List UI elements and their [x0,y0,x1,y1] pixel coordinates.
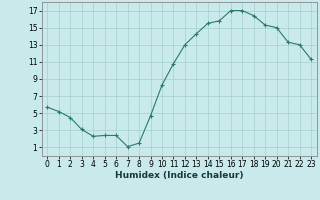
X-axis label: Humidex (Indice chaleur): Humidex (Indice chaleur) [115,171,244,180]
